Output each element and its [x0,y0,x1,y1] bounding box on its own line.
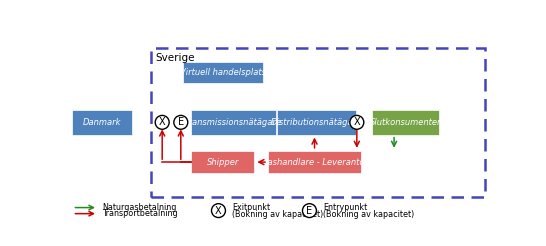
Text: Entrypunkt: Entrypunkt [323,203,367,212]
Bar [277,110,355,135]
Text: Shipper: Shipper [206,158,239,167]
Text: Virtuell handelsplats: Virtuell handelsplats [180,68,266,77]
Bar [182,62,263,83]
Text: Transportbetalning: Transportbetalning [102,209,178,218]
Text: Exitpunkt: Exitpunkt [232,203,270,212]
Ellipse shape [302,204,317,217]
Bar [268,151,361,173]
Ellipse shape [211,204,225,217]
Bar [191,110,276,135]
Bar [372,110,439,135]
Text: (Bokning av kapacitet): (Bokning av kapacitet) [323,210,414,219]
Text: E: E [306,206,312,215]
Ellipse shape [174,115,188,129]
Text: X: X [353,117,360,127]
Bar [73,110,132,135]
Text: Distributionsnätägare: Distributionsnätägare [271,118,362,127]
Text: Naturgasbetalning: Naturgasbetalning [102,203,176,212]
Text: E: E [178,117,184,127]
Text: X: X [215,206,222,215]
Text: Danmark: Danmark [83,118,121,127]
Ellipse shape [155,115,169,129]
Text: Sverige: Sverige [156,53,195,63]
Text: Gashandlare - Leverantör: Gashandlare - Leverantör [261,158,368,167]
Bar [191,151,254,173]
Text: Transmissionsnätägare: Transmissionsnätägare [185,118,282,127]
Text: Slutkonsumenter: Slutkonsumenter [370,118,441,127]
Text: (Bokning av kapacitet): (Bokning av kapacitet) [232,210,323,219]
Bar [151,48,485,197]
Ellipse shape [350,115,364,129]
Text: X: X [159,117,165,127]
